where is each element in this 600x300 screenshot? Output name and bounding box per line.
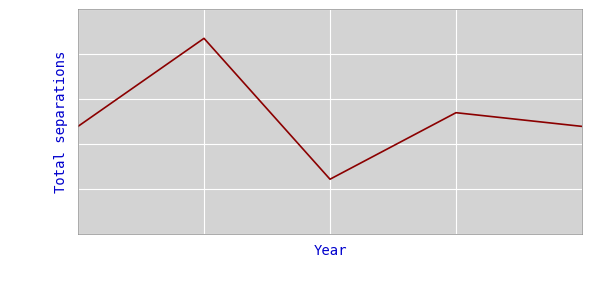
Y-axis label: Total separations: Total separations bbox=[53, 50, 68, 193]
X-axis label: Year: Year bbox=[313, 244, 347, 258]
